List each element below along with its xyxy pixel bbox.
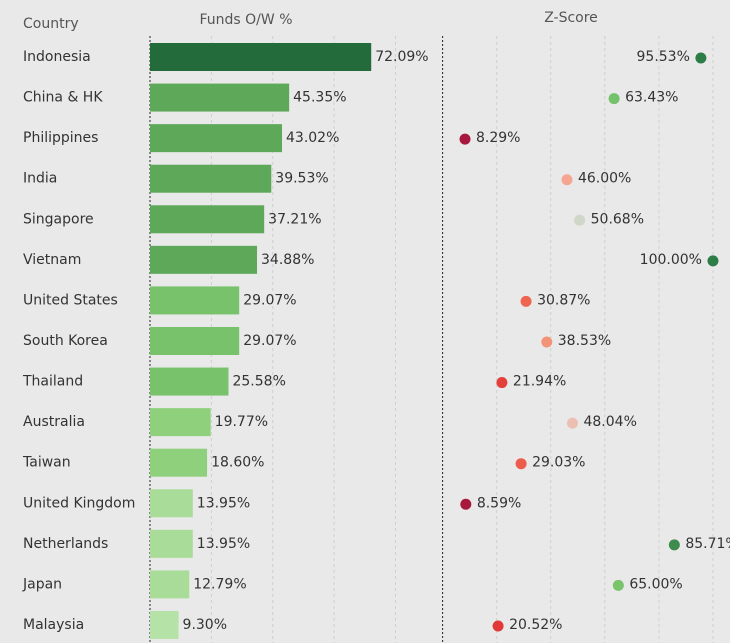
value-label: 100.00%	[640, 252, 702, 268]
dot	[520, 295, 532, 307]
dot	[608, 93, 620, 105]
value-label: 38.53%	[558, 333, 611, 349]
bar	[150, 408, 211, 437]
value-label: 50.68%	[591, 211, 644, 227]
value-label: 8.29%	[476, 130, 520, 146]
dot	[459, 133, 471, 145]
bar	[150, 83, 290, 112]
bar	[150, 529, 193, 558]
bar	[150, 326, 240, 355]
dot	[515, 458, 527, 470]
dot	[612, 579, 624, 591]
category-label: Japan	[22, 576, 62, 592]
value-label: 18.60%	[211, 455, 264, 471]
value-label: 37.21%	[268, 211, 321, 227]
category-label: Indonesia	[23, 49, 91, 65]
value-label: 19.77%	[215, 414, 268, 430]
category-label: United Kingdom	[23, 495, 135, 511]
value-label: 30.87%	[537, 292, 590, 308]
category-header: Country	[23, 16, 79, 32]
value-label: 12.79%	[193, 576, 246, 592]
bar	[150, 367, 229, 396]
value-label: 20.52%	[509, 617, 562, 633]
value-label: 25.58%	[232, 374, 285, 390]
value-label: 39.53%	[275, 171, 328, 187]
dot	[541, 336, 553, 348]
value-label: 34.88%	[261, 252, 314, 268]
bar	[150, 286, 240, 315]
bar	[150, 43, 372, 71]
value-label: 13.95%	[197, 495, 250, 511]
value-label: 43.02%	[286, 130, 339, 146]
value-label: 46.00%	[578, 171, 631, 187]
bar	[150, 489, 193, 518]
category-label: Australia	[23, 414, 85, 430]
bar	[150, 245, 258, 274]
value-label: 8.59%	[477, 495, 521, 511]
category-label: Singapore	[23, 211, 94, 227]
category-label: Thailand	[22, 374, 83, 390]
dot	[668, 539, 680, 551]
category-label: Malaysia	[23, 617, 84, 633]
value-label: 45.35%	[293, 90, 346, 106]
dot	[492, 620, 504, 632]
value-label: 85.71%	[685, 536, 730, 552]
value-label: 72.09%	[375, 49, 428, 65]
bar	[150, 205, 265, 234]
dot-chart-title: Z-Score	[544, 10, 598, 26]
category-label: United States	[23, 292, 118, 308]
dot	[496, 377, 508, 389]
dot	[707, 255, 719, 267]
value-label: 13.95%	[197, 536, 250, 552]
dot	[460, 498, 472, 510]
value-label: 48.04%	[583, 414, 636, 430]
category-label: Philippines	[23, 130, 98, 146]
category-label: Taiwan	[22, 455, 71, 471]
value-label: 29.07%	[243, 333, 296, 349]
bar	[150, 124, 283, 153]
category-label: China & HK	[23, 90, 103, 106]
bar	[150, 164, 272, 193]
value-label: 29.03%	[532, 455, 585, 471]
dot	[566, 417, 578, 429]
category-label: Netherlands	[23, 536, 108, 552]
dot	[695, 52, 707, 64]
bar	[150, 610, 179, 639]
bar	[150, 570, 190, 599]
value-label: 29.07%	[243, 292, 296, 308]
value-label: 95.53%	[637, 49, 690, 65]
bar-chart-title: Funds O/W %	[200, 12, 293, 28]
dot	[574, 214, 586, 226]
category-label: Vietnam	[23, 252, 81, 268]
value-label: 65.00%	[629, 576, 682, 592]
category-label: India	[23, 171, 57, 187]
value-label: 21.94%	[513, 374, 566, 390]
bar	[150, 448, 208, 477]
value-label: 63.43%	[625, 90, 678, 106]
dot	[561, 174, 573, 186]
value-label: 9.30%	[183, 617, 227, 633]
category-label: South Korea	[23, 333, 108, 349]
